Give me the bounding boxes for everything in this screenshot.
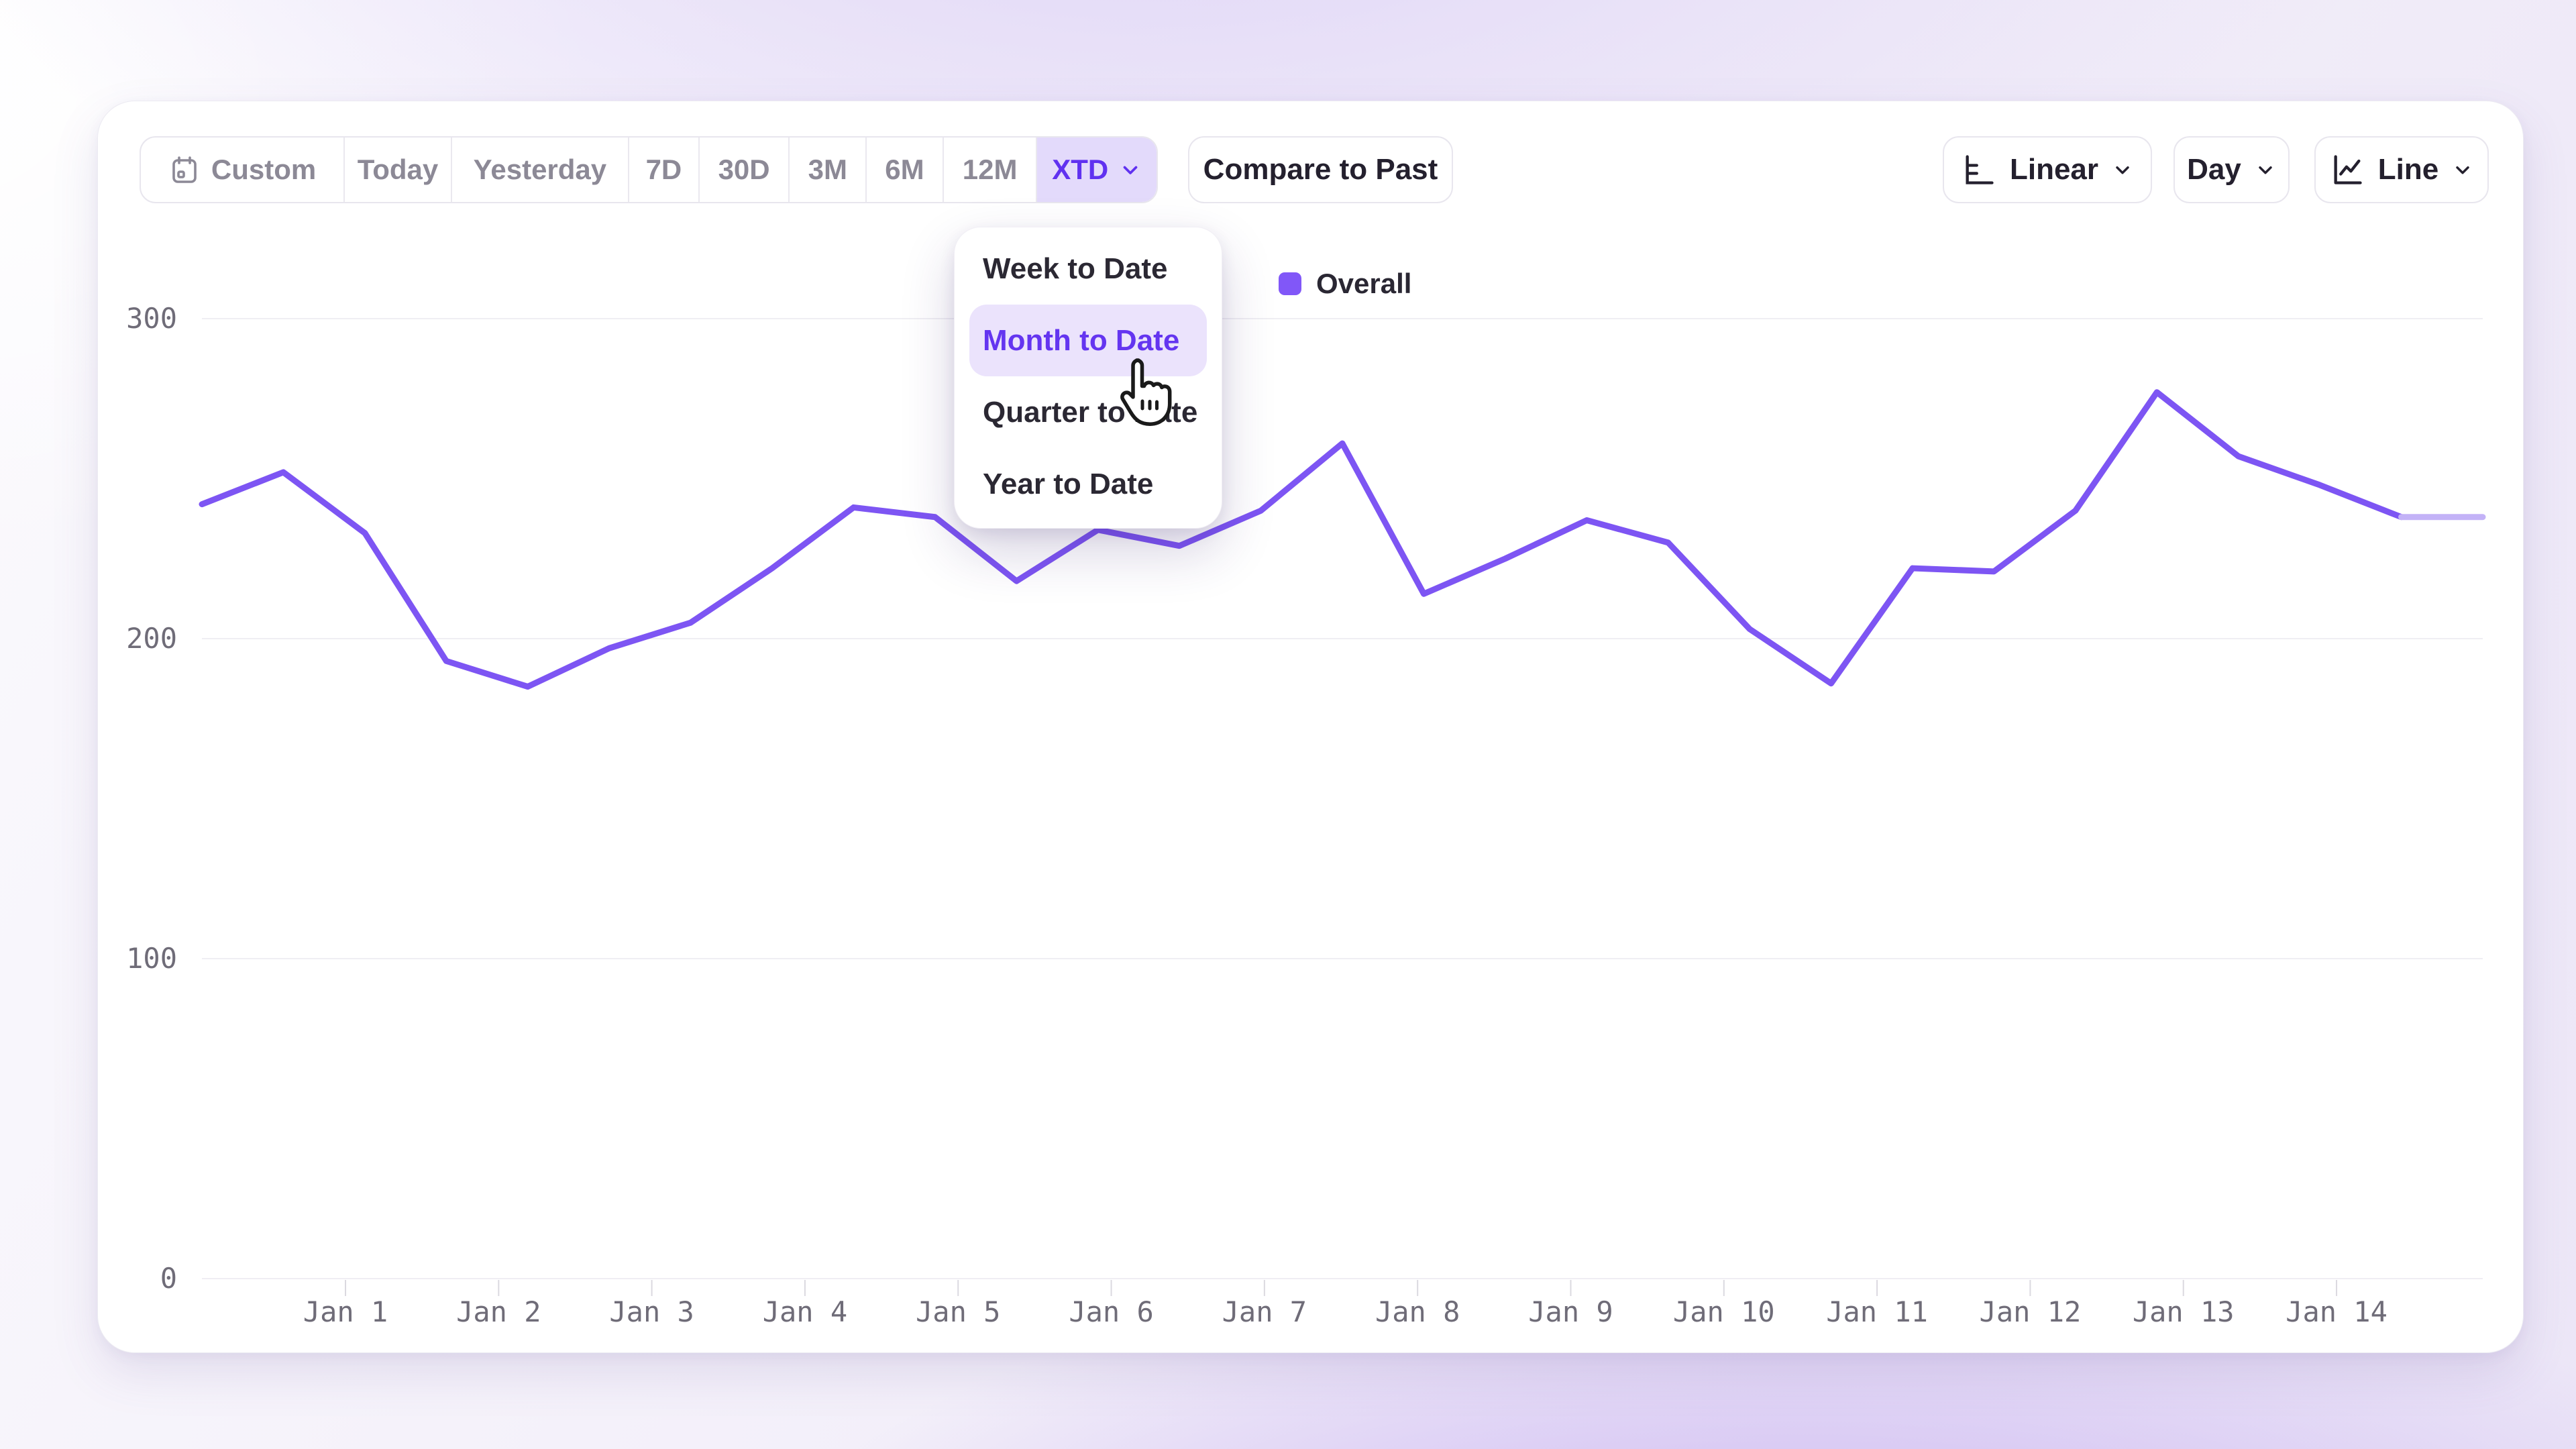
x-axis-label: Jan 11 xyxy=(1826,1295,1928,1328)
x-axis-label: Jan 9 xyxy=(1528,1295,1613,1328)
range-6m-button[interactable]: 6M xyxy=(865,138,943,202)
compare-to-past-button[interactable]: Compare to Past xyxy=(1188,136,1453,203)
range-label: Today xyxy=(357,154,439,185)
line-chart[interactable]: 0 100 200 300 Jan 1 Jan 2 Jan 3 Jan 4 Jan 5 Jan 6… xyxy=(98,101,2523,1352)
x-axis-label: Jan 6 xyxy=(1069,1295,1153,1328)
menu-item-year-to-date[interactable]: Year to Date xyxy=(983,467,1154,500)
y-axis-label: 100 xyxy=(126,942,177,975)
linear-scale-icon xyxy=(1966,155,1994,184)
range-xtd-button[interactable]: XTD xyxy=(1036,138,1157,202)
x-axis-label: Jan 4 xyxy=(763,1295,847,1328)
compare-to-past-label: Compare to Past xyxy=(1203,153,1438,186)
chevron-down-icon xyxy=(2259,166,2272,174)
granularity-dropdown-button[interactable]: Day xyxy=(2174,136,2290,203)
xtd-dropdown-menu: Week to Date Month to Date Quarter to Da… xyxy=(954,227,1222,529)
x-axis-label: Jan 13 xyxy=(2133,1295,2235,1328)
range-label: Custom xyxy=(211,154,317,185)
scale-dropdown-button[interactable]: Linear xyxy=(1943,136,2152,203)
legend-label: Overall xyxy=(1316,268,1412,299)
range-yesterday-button[interactable]: Yesterday xyxy=(450,138,628,202)
x-axis-label: Jan 3 xyxy=(609,1295,694,1328)
granularity-label: Day xyxy=(2187,153,2241,186)
calendar-icon xyxy=(172,156,197,183)
range-3m-button[interactable]: 3M xyxy=(788,138,865,202)
x-axis-label: Jan 5 xyxy=(916,1295,1000,1328)
chevron-down-icon xyxy=(2116,166,2129,174)
x-axis-label: Jan 12 xyxy=(1980,1295,2082,1328)
menu-item-month-to-date[interactable]: Month to Date xyxy=(969,305,1207,376)
line-chart-icon xyxy=(2334,155,2362,184)
y-axis-label: 0 xyxy=(160,1262,177,1295)
range-30d-button[interactable]: 30D xyxy=(698,138,789,202)
legend-swatch xyxy=(1279,272,1301,295)
x-axis-label: Jan 14 xyxy=(2286,1295,2387,1328)
chart-type-label: Line xyxy=(2377,153,2439,186)
range-today-button[interactable]: Today xyxy=(343,138,451,202)
legend: Overall xyxy=(1279,268,1411,300)
chevron-down-icon xyxy=(1123,166,1138,174)
y-axis-label: 200 xyxy=(126,622,177,655)
range-label: 6M xyxy=(885,154,924,185)
range-label: XTD xyxy=(1052,154,1109,185)
x-axis-label: Jan 10 xyxy=(1673,1295,1775,1328)
range-7d-button[interactable]: 7D xyxy=(628,138,698,202)
range-label: 3M xyxy=(808,154,847,185)
range-label: Yesterday xyxy=(473,154,607,185)
x-axis-label: Jan 7 xyxy=(1222,1295,1307,1328)
hand-cursor-icon xyxy=(1120,358,1172,426)
x-axis-label: Jan 1 xyxy=(303,1295,388,1328)
menu-item-week-to-date[interactable]: Week to Date xyxy=(983,252,1168,285)
series-line-overall xyxy=(199,389,2405,690)
chart-card: Custom Today Yesterday 7D 30D 3M 6M 12M … xyxy=(97,101,2524,1353)
y-axis-label: 300 xyxy=(126,302,177,335)
range-label: 12M xyxy=(962,154,1018,185)
range-custom-button[interactable]: Custom xyxy=(141,138,343,202)
range-label: 30D xyxy=(718,154,770,185)
time-range-segmented-control: Custom Today Yesterday 7D 30D 3M 6M 12M … xyxy=(140,136,1158,203)
chart-type-dropdown-button[interactable]: Line xyxy=(2314,136,2489,203)
scale-label: Linear xyxy=(2009,153,2099,186)
range-label: 7D xyxy=(645,154,682,185)
x-axis-label: Jan 2 xyxy=(456,1295,541,1328)
chevron-down-icon xyxy=(2456,166,2469,174)
x-axis-label: Jan 8 xyxy=(1375,1295,1460,1328)
range-12m-button[interactable]: 12M xyxy=(942,138,1036,202)
